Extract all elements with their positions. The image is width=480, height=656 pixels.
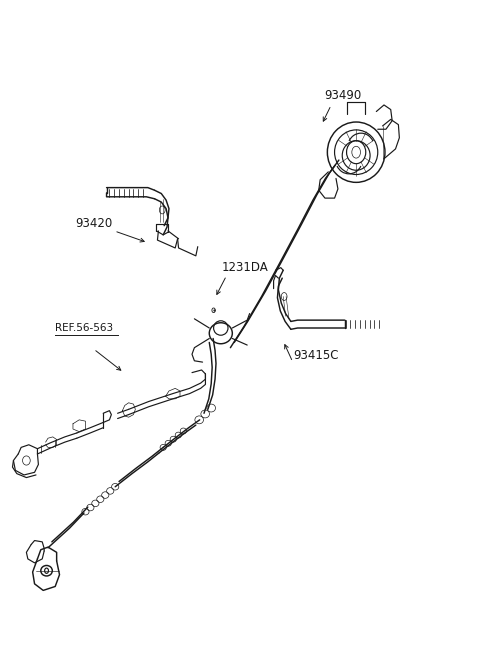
Text: 93420: 93420 bbox=[75, 216, 113, 230]
Text: 93490: 93490 bbox=[324, 89, 362, 102]
Text: 1231DA: 1231DA bbox=[222, 261, 268, 274]
Text: 93415C: 93415C bbox=[293, 349, 338, 362]
Text: REF.56-563: REF.56-563 bbox=[55, 323, 113, 333]
